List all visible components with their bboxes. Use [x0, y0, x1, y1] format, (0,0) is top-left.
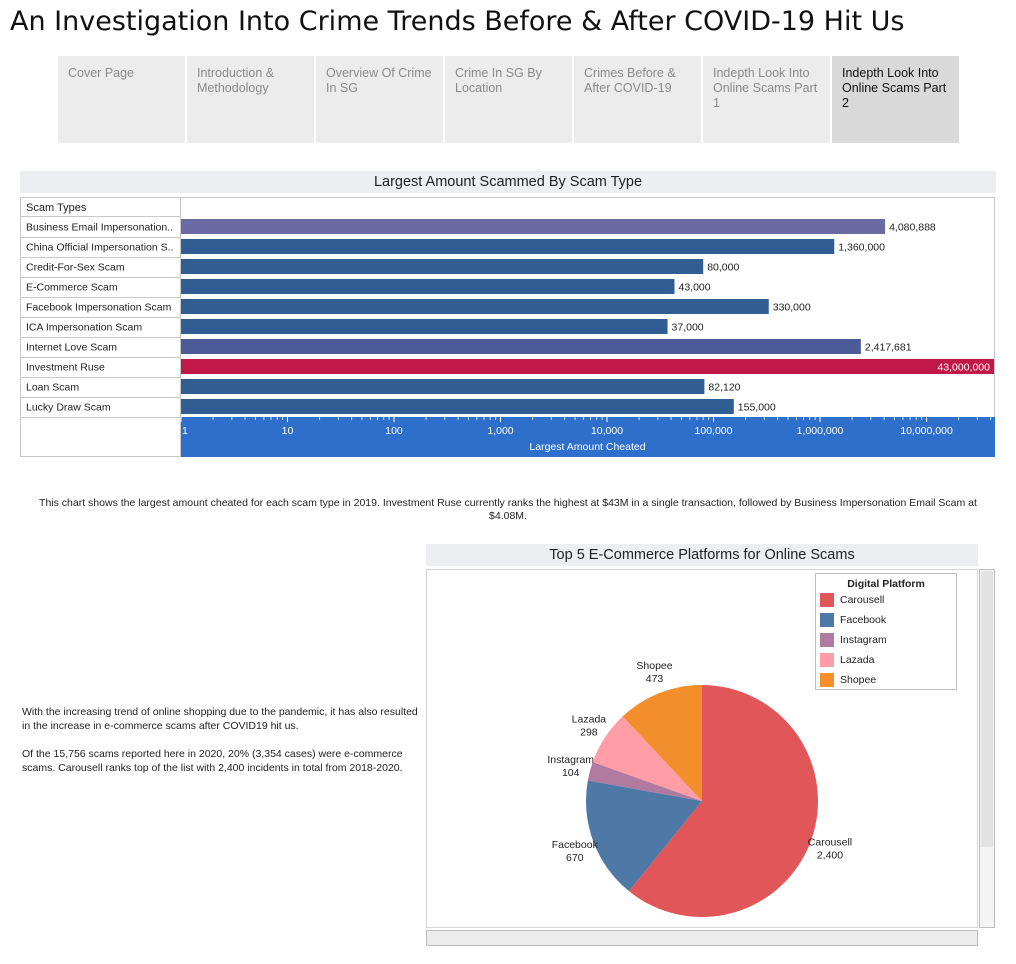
- legend-item-carousell[interactable]: Carousell: [816, 590, 956, 610]
- slice-value-label: 2,400: [817, 850, 843, 862]
- scrollbar-thumb[interactable]: [981, 571, 993, 847]
- x-tick-label: 1,000,000: [797, 425, 844, 437]
- legend-label: Lazada: [840, 654, 875, 666]
- legend-label: Carousell: [840, 594, 885, 606]
- category-label: Facebook Impersonation Scam: [26, 302, 172, 314]
- slice-label: Shopee: [636, 660, 672, 672]
- bar-value-label: 2,417,681: [865, 342, 912, 354]
- tab-overview[interactable]: Overview Of Crime In SG: [316, 56, 443, 143]
- tab-online-scams-part2[interactable]: Indepth Look Into Online Scams Part 2: [832, 56, 959, 143]
- bar[interactable]: [181, 299, 769, 314]
- tab-introduction[interactable]: Introduction & Methodology: [187, 56, 314, 143]
- slice-value-label: 473: [646, 673, 664, 685]
- legend-item-facebook[interactable]: Facebook: [816, 610, 956, 630]
- x-tick-label: 100,000: [695, 425, 733, 437]
- bar-value-label: 82,120: [708, 382, 740, 394]
- bar-value-label: 37,000: [672, 322, 704, 334]
- horizontal-scrollbar[interactable]: [426, 930, 978, 946]
- legend-swatch: [820, 613, 834, 627]
- category-label: Credit-For-Sex Scam: [26, 262, 125, 274]
- description-paragraph: With the increasing trend of online shop…: [22, 706, 418, 732]
- pie-chart-description: With the increasing trend of online shop…: [22, 705, 422, 789]
- bar-value-label: 43,000: [678, 282, 710, 294]
- bar[interactable]: [181, 259, 704, 274]
- page-title: An Investigation Into Crime Trends Befor…: [10, 6, 905, 37]
- pie-chart-frame: [426, 569, 978, 928]
- bar[interactable]: [181, 399, 734, 414]
- bar[interactable]: [181, 279, 675, 294]
- description-paragraph: Of the 15,756 scams reported here in 202…: [22, 748, 403, 774]
- tab-crimes-before-after[interactable]: Crimes Before & After COVID-19: [574, 56, 701, 143]
- category-label: ICA Impersonation Scam: [26, 322, 142, 334]
- bar-chart: Business Email Impersonation.. 4,080,888 C…: [20, 197, 995, 457]
- category-label: Lucky Draw Scam: [26, 402, 111, 414]
- bar-value-label: 80,000: [707, 262, 739, 274]
- slice-value-label: 670: [566, 852, 584, 864]
- bar[interactable]: [181, 319, 668, 334]
- tab-cover-page[interactable]: Cover Page: [58, 56, 185, 143]
- x-tick-label: 1: [182, 425, 188, 437]
- bar[interactable]: [181, 239, 835, 254]
- legend-item-shopee[interactable]: Shopee: [816, 670, 956, 690]
- pie-chart-title: Top 5 E-Commerce Platforms for Online Sc…: [426, 544, 978, 566]
- legend-swatch: [820, 673, 834, 687]
- x-tick-label: 10,000,000: [900, 425, 953, 437]
- category-label: Internet Love Scam: [26, 342, 117, 354]
- legend-item-lazada[interactable]: Lazada: [816, 650, 956, 670]
- bar-value-label: 43,000,000: [937, 362, 990, 374]
- story-navigation: Cover Page Introduction & Methodology Ov…: [58, 56, 959, 143]
- bar[interactable]: [181, 219, 886, 234]
- tab-crime-by-location[interactable]: Crime In SG By Location: [445, 56, 572, 143]
- bar-value-label: 155,000: [738, 402, 776, 414]
- pie-slice-instagram[interactable]: [587, 762, 702, 801]
- legend-swatch: [820, 653, 834, 667]
- category-label: E-Commerce Scam: [26, 282, 118, 294]
- tab-online-scams-part1[interactable]: Indepth Look Into Online Scams Part 1: [703, 56, 830, 143]
- bar-chart-description: This chart shows the largest amount chea…: [39, 497, 977, 522]
- slice-label: Instagram: [547, 754, 594, 766]
- slice-label: Lazada: [572, 713, 607, 725]
- x-tick-label: 100: [385, 425, 403, 437]
- legend-item-instagram[interactable]: Instagram: [816, 630, 956, 650]
- pie-slice-facebook[interactable]: [586, 780, 702, 892]
- x-axis-title: Largest Amount Cheated: [529, 441, 645, 453]
- pie-slice-lazada[interactable]: [592, 716, 702, 801]
- bar-value-label: 1,360,000: [838, 242, 885, 254]
- pie-slice-shopee[interactable]: [622, 685, 702, 801]
- slice-label: Facebook: [552, 839, 599, 851]
- vertical-scrollbar[interactable]: [979, 569, 995, 928]
- slice-value-label: 104: [562, 767, 580, 779]
- x-tick-label: 1,000: [487, 425, 513, 437]
- legend-swatch: [820, 633, 834, 647]
- legend-label: Instagram: [840, 634, 887, 646]
- category-label: Loan Scam: [26, 382, 79, 394]
- bar[interactable]: [181, 379, 705, 394]
- category-label: China Official Impersonation S..: [26, 242, 173, 254]
- bar-value-label: 4,080,888: [889, 222, 936, 234]
- bar[interactable]: [181, 359, 994, 374]
- x-tick-label: 10: [282, 425, 294, 437]
- legend-label: Shopee: [840, 674, 877, 686]
- x-tick-label: 10,000: [591, 425, 623, 437]
- bar-value-label: 330,000: [773, 302, 811, 314]
- category-label: Business Email Impersonation..: [26, 222, 173, 234]
- legend-label: Facebook: [840, 614, 887, 626]
- bar-chart-title: Largest Amount Scammed By Scam Type: [20, 171, 996, 193]
- pie-legend: Digital Platform Carousell Facebook Inst…: [815, 573, 957, 690]
- legend-title: Digital Platform: [847, 578, 925, 590]
- category-label: Investment Ruse: [26, 362, 105, 374]
- category-header: Scam Types: [20, 197, 180, 217]
- legend-swatch: [820, 593, 834, 607]
- bar[interactable]: [181, 339, 861, 354]
- pie-slice-carousell[interactable]: [628, 685, 818, 917]
- x-axis-panel: [181, 417, 995, 457]
- slice-label: Carousell: [808, 837, 852, 849]
- slice-value-label: 298: [580, 726, 598, 738]
